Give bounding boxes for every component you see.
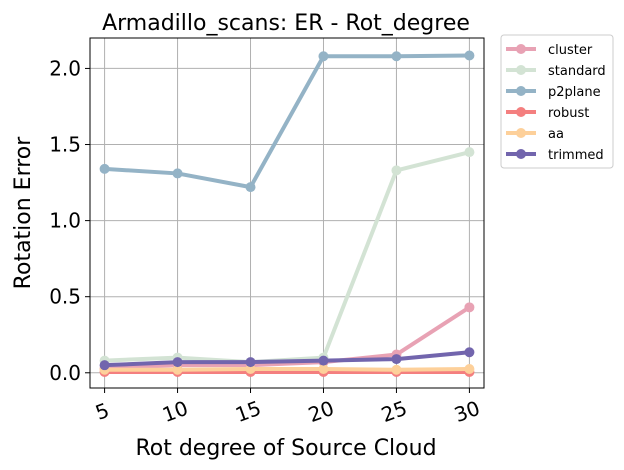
legend-swatch-marker: [516, 149, 526, 159]
legend: cluster standard p2plane robust aa trimmed: [500, 34, 614, 169]
data-point-aa: [172, 364, 183, 375]
x-tick-label: 25: [378, 396, 410, 427]
x-tick-label: 10: [159, 396, 191, 427]
legend-label: robust: [548, 106, 589, 121]
data-point-p2plane: [464, 50, 475, 61]
data-point-aa: [464, 363, 475, 374]
data-point-p2plane: [391, 51, 402, 62]
series-trimmed: [99, 347, 475, 371]
data-point-aa: [318, 363, 329, 374]
legend-item-trimmed: trimmed: [506, 148, 604, 163]
data-point-standard: [391, 165, 402, 176]
legend-item-p2plane: p2plane: [506, 85, 601, 100]
legend-label: trimmed: [548, 148, 604, 163]
data-point-cluster: [464, 302, 475, 313]
series-lines: [99, 50, 475, 378]
series-line-p2plane: [102, 53, 472, 190]
data-point-trimmed: [172, 357, 183, 368]
series-line-cluster: [102, 305, 472, 371]
data-point-standard: [464, 147, 475, 158]
series-p2plane: [99, 50, 475, 193]
plot-area-frame: [89, 37, 485, 389]
x-tick-label: 20: [305, 396, 337, 427]
data-point-aa: [245, 363, 256, 374]
data-point-trimmed: [99, 360, 110, 371]
y-tick-label: 1.5: [49, 133, 81, 157]
legend-swatch-marker: [516, 128, 526, 138]
legend-item-aa: aa: [506, 127, 564, 142]
legend-swatch-marker: [516, 107, 526, 117]
y-tick-label: 0.0: [49, 361, 81, 385]
data-point-p2plane: [99, 163, 110, 174]
data-point-trimmed: [464, 347, 475, 358]
data-point-trimmed: [391, 354, 402, 365]
series-line-trimmed: [102, 350, 472, 368]
legend-label: cluster: [548, 43, 593, 58]
legend-swatch-marker: [516, 65, 526, 75]
legend-item-cluster: cluster: [506, 43, 593, 58]
legend-label: standard: [548, 64, 606, 79]
y-tick-label: 2.0: [49, 56, 81, 80]
series-line-standard: [102, 150, 472, 365]
data-point-p2plane: [245, 182, 256, 193]
data-point-trimmed: [318, 355, 329, 366]
data-point-p2plane: [172, 168, 183, 179]
data-point-aa: [391, 364, 402, 375]
x-tick-label: 30: [451, 396, 483, 427]
legend-swatch-marker: [516, 86, 526, 96]
legend-item-robust: robust: [506, 106, 589, 121]
chart-title: Armadillo_scans: ER - Rot_degree: [102, 11, 470, 36]
data-point-trimmed: [245, 357, 256, 368]
series-line-aa: [102, 366, 472, 372]
legend-label: aa: [548, 127, 564, 142]
series-standard: [99, 147, 475, 368]
x-tick-label: 15: [232, 396, 264, 427]
x-axis-ticks: 5 10 15 20 25 30: [92, 388, 483, 427]
x-tick-label: 5: [92, 398, 112, 425]
series-aa: [99, 363, 475, 375]
y-axis-ticks: 0.0 0.5 1.0 1.5 2.0: [49, 56, 90, 385]
data-point-p2plane: [318, 51, 329, 62]
legend-label: p2plane: [548, 85, 601, 100]
x-axis-label: Rot degree of Source Cloud: [135, 436, 436, 461]
y-tick-label: 0.5: [49, 285, 81, 309]
y-axis-label: Rotation Error: [11, 136, 36, 290]
legend-item-standard: standard: [506, 64, 606, 79]
y-tick-label: 1.0: [49, 209, 81, 233]
legend-swatch-marker: [516, 44, 526, 54]
